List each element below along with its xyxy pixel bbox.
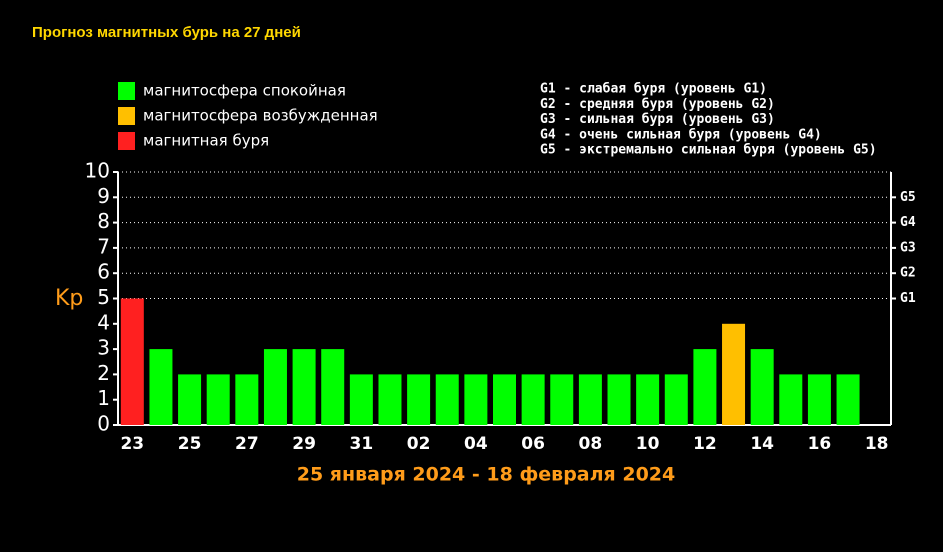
y-tick-label: 10 — [85, 159, 110, 183]
y-tick-label: 6 — [97, 260, 110, 284]
scale-note: G4 - очень сильная буря (уровень G4) — [540, 127, 822, 142]
bar — [521, 374, 545, 425]
x-tick-label: 18 — [865, 434, 889, 454]
bar — [235, 374, 259, 425]
bar — [407, 374, 431, 425]
bar — [750, 349, 774, 425]
bar — [206, 374, 230, 425]
y2-tick-label: G4 — [900, 215, 916, 230]
scale-note: G1 - слабая буря (уровень G1) — [540, 82, 767, 97]
bar — [464, 374, 488, 425]
legend-label: магнитная буря — [143, 132, 269, 150]
x-tick-label: 10 — [636, 434, 660, 454]
legend-swatch — [118, 132, 135, 150]
legend-swatch — [118, 82, 135, 100]
x-tick-label: 04 — [464, 434, 488, 454]
y-tick-label: 0 — [97, 412, 110, 436]
scale-note: G5 - экстремально сильная буря (уровень … — [540, 143, 877, 158]
x-tick-label: 25 — [178, 434, 202, 454]
bar — [349, 374, 373, 425]
bar — [807, 374, 831, 425]
y-tick-label: 4 — [97, 310, 110, 334]
x-axis-label: 25 января 2024 - 18 февраля 2024 — [297, 464, 676, 486]
bar — [321, 349, 345, 425]
x-tick-label: 27 — [235, 434, 259, 454]
x-tick-label: 08 — [579, 434, 603, 454]
bar — [836, 374, 860, 425]
bar — [493, 374, 516, 425]
y-axis-label: Kp — [55, 286, 83, 311]
x-tick-label: 29 — [292, 434, 316, 454]
bar — [435, 374, 459, 425]
bar — [263, 349, 287, 425]
legend-label: магнитосфера возбужденная — [143, 107, 378, 125]
bar — [550, 374, 574, 425]
bar — [779, 374, 803, 425]
y-tick-label: 5 — [97, 285, 110, 309]
bar — [636, 374, 660, 425]
scale-note: G2 - средняя буря (уровень G2) — [540, 97, 775, 112]
y-tick-label: 8 — [97, 209, 110, 233]
scale-note: G3 - сильная буря (уровень G3) — [540, 112, 775, 127]
y2-tick-label: G1 — [900, 291, 916, 306]
x-tick-label: 14 — [750, 434, 774, 454]
y2-tick-label: G3 — [900, 240, 916, 255]
bar — [178, 374, 202, 425]
chart-title: Прогноз магнитных бурь на 27 дней — [32, 24, 301, 41]
bar — [722, 323, 746, 425]
bar — [292, 349, 316, 425]
bar — [378, 374, 402, 425]
x-tick-label: 16 — [808, 434, 832, 454]
x-tick-label: 23 — [120, 434, 144, 454]
x-tick-label: 12 — [693, 434, 717, 454]
legend-label: магнитосфера спокойная — [143, 82, 346, 100]
y2-tick-label: G2 — [900, 266, 916, 281]
bar — [120, 298, 144, 425]
y-tick-label: 9 — [97, 184, 110, 208]
y-tick-label: 2 — [97, 361, 110, 385]
bar — [149, 349, 173, 425]
y-tick-label: 1 — [97, 386, 110, 410]
bar — [664, 374, 688, 425]
legend-swatch — [118, 107, 135, 125]
bar — [578, 374, 602, 425]
bar — [607, 374, 631, 425]
x-tick-label: 02 — [407, 434, 431, 454]
y-tick-label: 7 — [97, 234, 110, 258]
y-tick-label: 3 — [97, 336, 110, 360]
y2-tick-label: G5 — [900, 190, 916, 205]
bar — [693, 349, 717, 425]
x-tick-label: 06 — [521, 434, 545, 454]
x-tick-label: 31 — [350, 434, 374, 454]
